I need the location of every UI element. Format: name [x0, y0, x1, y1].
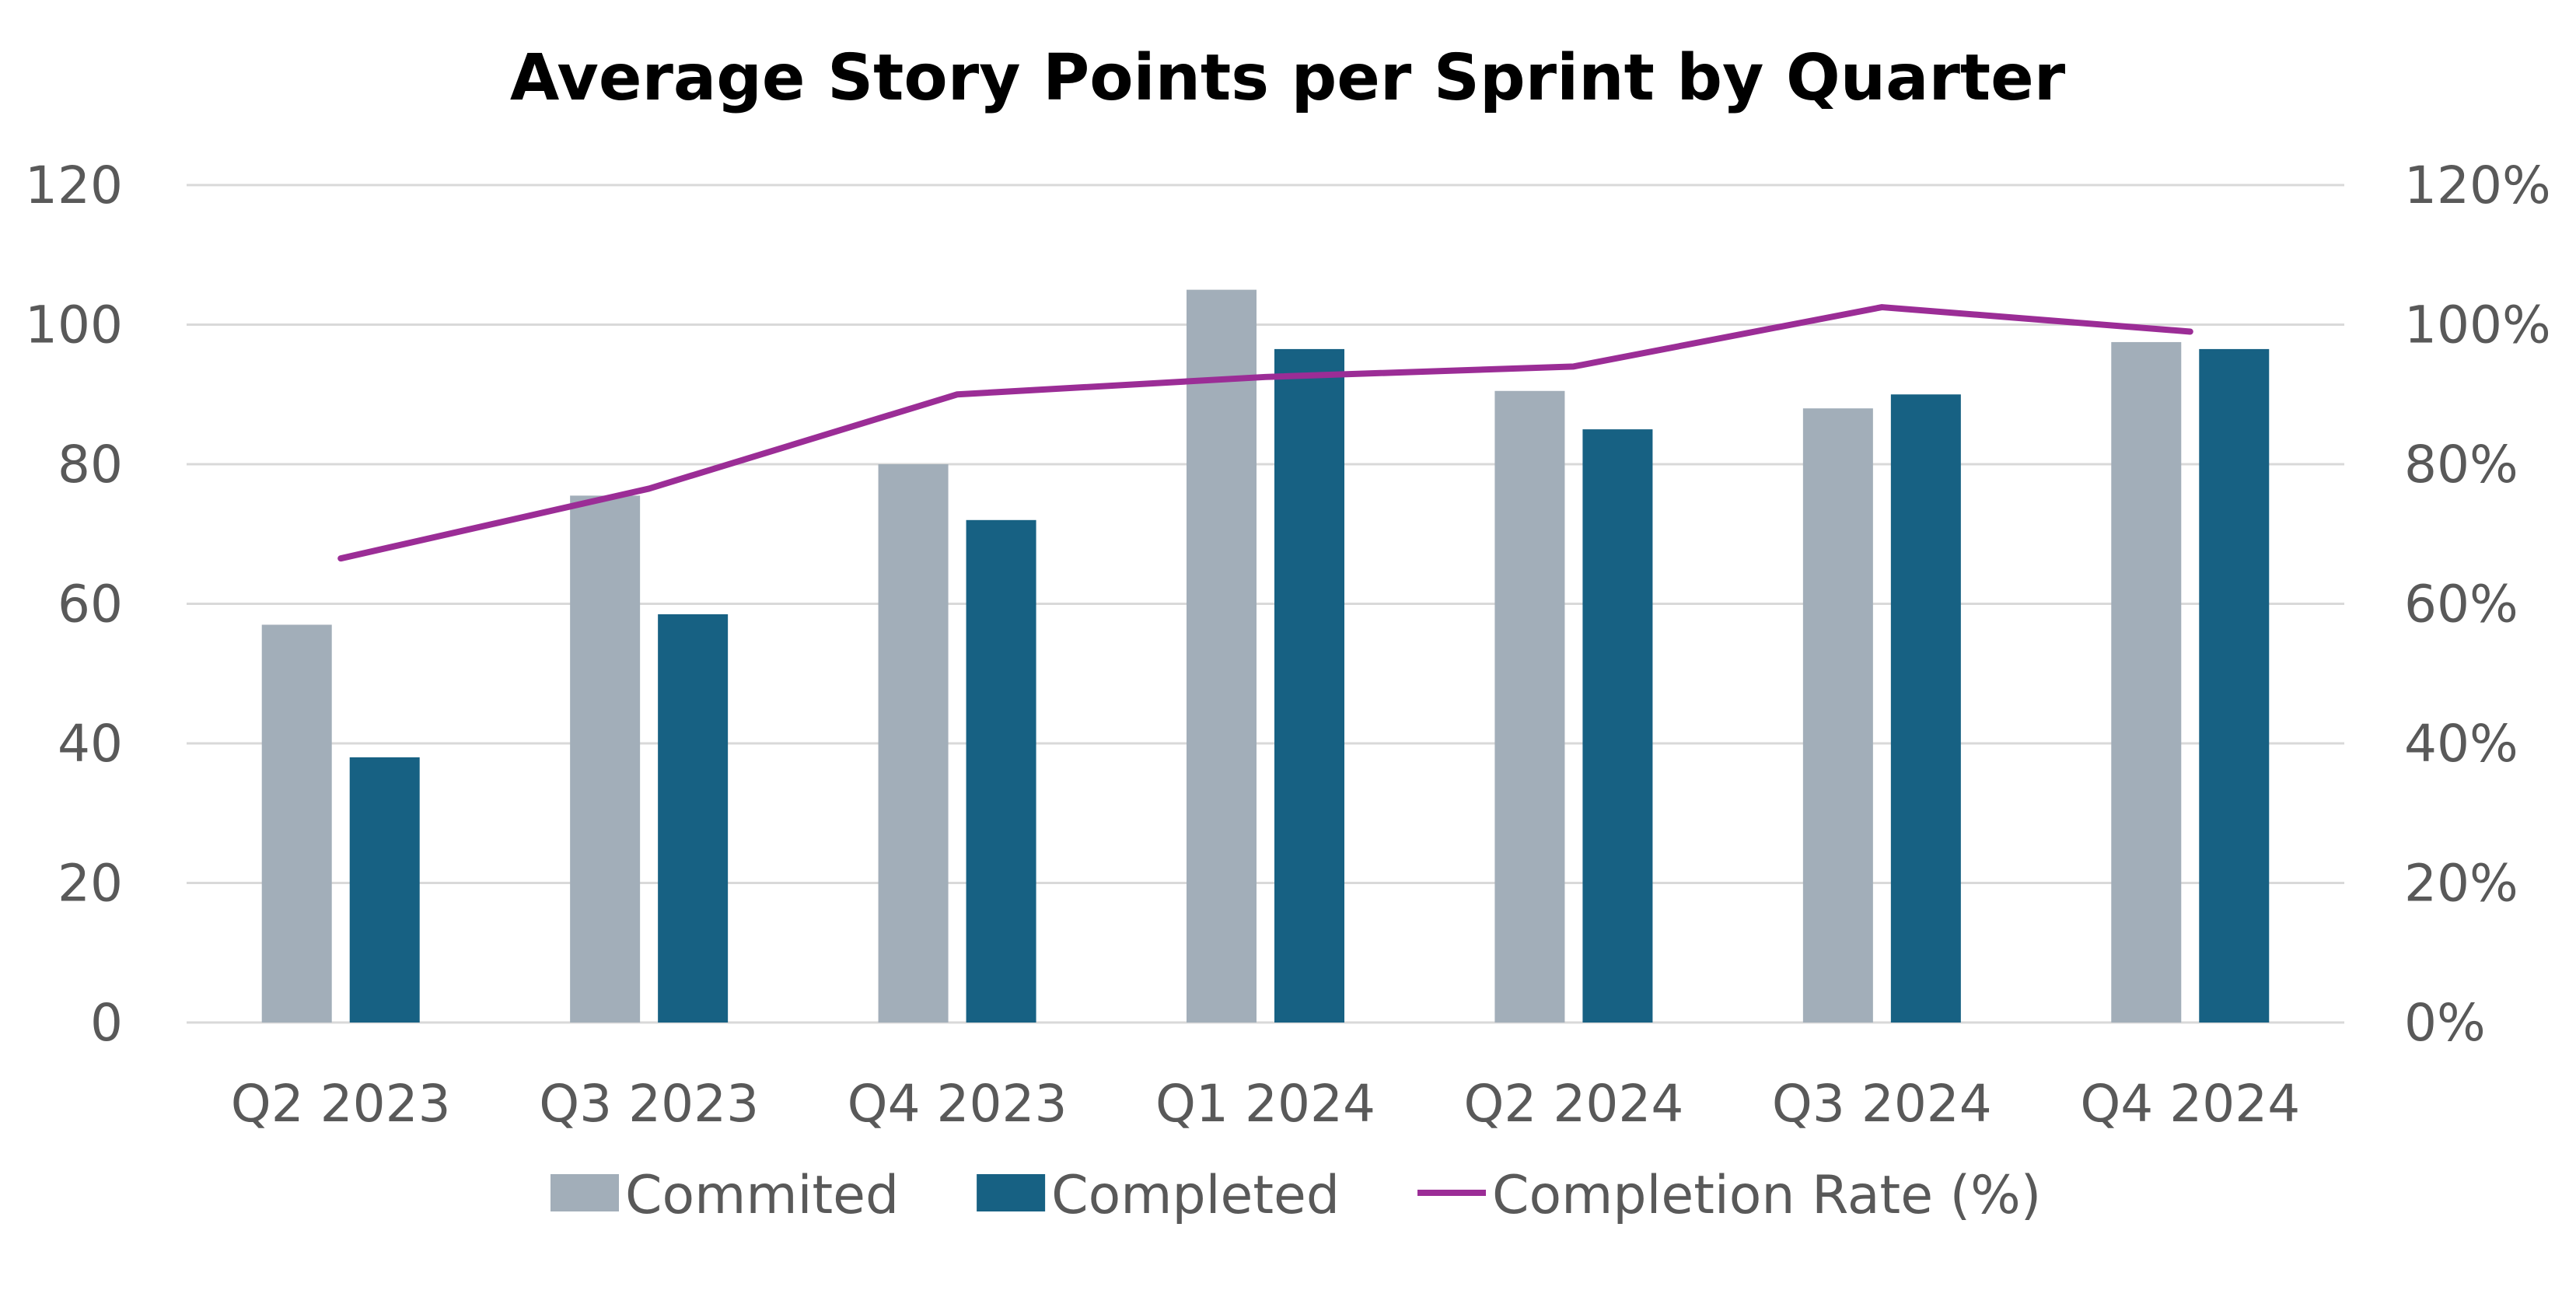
bar-completed-q3-2023	[658, 614, 729, 1023]
right-axis-tick-label: 120%	[2404, 156, 2551, 215]
legend-item-commited: Commited	[551, 1165, 899, 1226]
right-axis-tick-label: 80%	[2404, 435, 2518, 495]
right-axis: 0% 20% 40% 60% 80% 100% 120%	[2404, 156, 2551, 1053]
bar-commited-q2-2023	[261, 624, 332, 1023]
left-axis: 0 20 40 60 80 100 120	[25, 156, 123, 1053]
bar-completed-q4-2024	[2199, 348, 2270, 1023]
category-axis: Q2 2023 Q3 2023 Q4 2023 Q1 2024 Q2 2024 Q3 20…	[231, 1074, 2300, 1134]
bar-commited-q3-2024	[1802, 408, 1873, 1023]
legend-swatch	[551, 1174, 619, 1211]
category-label: Q3 2024	[1772, 1074, 1992, 1134]
legend-label: Completion Rate (%)	[1492, 1165, 2041, 1226]
bar-commited-q4-2023	[878, 464, 949, 1023]
legend: Commited Completed Completion Rate (%)	[551, 1165, 2041, 1226]
legend-label: Completed	[1051, 1165, 1340, 1226]
right-axis-tick-label: 0%	[2404, 993, 2486, 1053]
left-axis-tick-label: 0	[90, 993, 123, 1053]
completion-rate-line	[337, 304, 2193, 562]
category-label: Q4 2023	[848, 1074, 1068, 1134]
category-label: Q2 2024	[1463, 1074, 1683, 1134]
bar-completed-q4-2023	[966, 519, 1036, 1023]
legend-item-completed: Completed	[977, 1165, 1340, 1226]
category-label: Q1 2024	[1155, 1074, 1375, 1134]
category-label: Q4 2024	[2080, 1074, 2300, 1134]
bar-commited-q2-2024	[1494, 390, 1565, 1023]
bars	[261, 289, 2270, 1023]
bar-commited-q1-2024	[1187, 289, 1257, 1023]
right-axis-tick-label: 100%	[2404, 295, 2551, 355]
left-axis-tick-label: 120	[25, 156, 123, 215]
left-axis-tick-label: 20	[58, 854, 123, 914]
legend-label: Commited	[625, 1165, 899, 1226]
bar-completed-q1-2024	[1274, 348, 1344, 1023]
category-label: Q3 2023	[539, 1074, 759, 1134]
bar-commited-q4-2024	[2111, 341, 2182, 1023]
left-axis-tick-label: 100	[25, 295, 123, 355]
bar-completed-q2-2024	[1582, 429, 1653, 1023]
left-axis-tick-label: 40	[58, 714, 123, 774]
right-axis-tick-label: 20%	[2404, 854, 2518, 914]
category-label: Q2 2023	[231, 1074, 451, 1134]
legend-item-completion-rate: Completion Rate (%)	[1417, 1165, 2041, 1226]
bar-completed-q2-2023	[349, 757, 420, 1023]
left-axis-tick-label: 60	[58, 575, 123, 635]
gridlines	[187, 184, 2344, 1024]
left-axis-tick-label: 80	[58, 435, 123, 495]
right-axis-tick-label: 60%	[2404, 575, 2518, 635]
bar-commited-q3-2023	[570, 495, 641, 1023]
legend-swatch	[977, 1174, 1046, 1211]
chart-title: Average Story Points per Sprint by Quart…	[510, 41, 2066, 115]
completion-rate-line-group	[337, 304, 2193, 562]
right-axis-tick-label: 40%	[2404, 714, 2518, 774]
bar-completed-q3-2024	[1890, 394, 1961, 1023]
